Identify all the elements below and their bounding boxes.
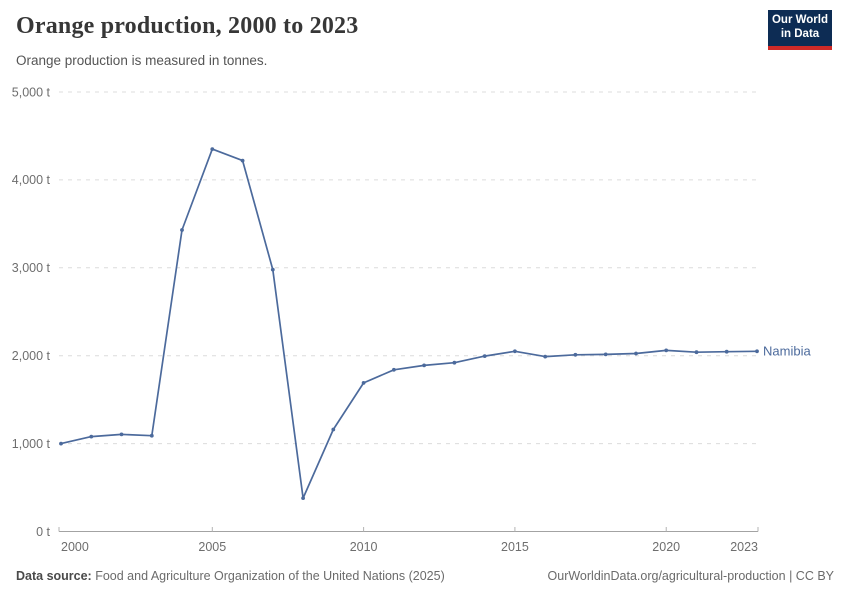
- data-point-2011: [392, 367, 396, 372]
- data-point-2021: [694, 350, 699, 355]
- series-line-namibia: [60, 148, 758, 499]
- data-point-2016: [543, 354, 548, 359]
- y-tick-label: 1,000 t: [12, 437, 51, 451]
- data-point-2022: [724, 349, 729, 354]
- owid-logo-line2: in Data: [780, 28, 820, 40]
- data-point-2012: [422, 363, 426, 368]
- data-point-2002: [119, 432, 124, 437]
- footer-separator: |: [785, 569, 796, 583]
- data-point-2010: [361, 381, 366, 385]
- data-point-2019: [634, 351, 638, 356]
- y-tick-label: 3,000 t: [12, 261, 51, 275]
- y-tick-label: 0 t: [36, 525, 50, 539]
- data-point-2014: [482, 354, 487, 358]
- x-tick-label: 2010: [350, 540, 378, 554]
- data-point-2003: [149, 433, 154, 438]
- y-tick-label: 2,000 t: [12, 349, 51, 363]
- data-point-2020: [664, 348, 669, 353]
- data-point-2007: [270, 267, 275, 272]
- data-point-2013: [452, 360, 457, 365]
- data-source-note: Data source: Food and Agriculture Organi…: [16, 569, 445, 583]
- x-tick-label: 2000: [61, 540, 89, 554]
- chart-title: Orange production, 2000 to 2023: [16, 13, 359, 39]
- data-source-text: Food and Agriculture Organization of the…: [95, 569, 445, 583]
- data-point-2000: [59, 441, 63, 446]
- owid-url[interactable]: OurWorldinData.org/agricultural-producti…: [547, 569, 786, 583]
- series-end-label: Namibia: [763, 344, 811, 359]
- data-point-2006: [240, 158, 245, 163]
- data-point-2004: [180, 228, 184, 232]
- x-tick-label: 2015: [501, 540, 529, 554]
- data-point-2017: [573, 352, 578, 357]
- data-point-2008: [301, 496, 305, 500]
- data-point-2001: [89, 434, 94, 439]
- x-tick-label: 2020: [652, 540, 680, 554]
- x-tick-label: 2023: [730, 540, 758, 554]
- data-source-label: Data source:: [16, 569, 92, 583]
- owid-logo-line1: Our World: [771, 14, 828, 27]
- y-tick-label: 5,000 t: [12, 85, 51, 99]
- chart-subtitle: Orange production is measured in tonnes.: [16, 53, 268, 68]
- x-tick-label: 2005: [198, 540, 226, 554]
- license-label: CC BY: [795, 569, 834, 583]
- data-point-2018: [603, 352, 608, 357]
- data-point-2023: [755, 349, 759, 354]
- footer-attribution: OurWorldinData.org/agricultural-producti…: [548, 569, 834, 583]
- data-point-2009: [331, 427, 336, 432]
- owid-logo[interactable]: Our World in Data: [768, 10, 832, 50]
- data-point-2005: [210, 147, 215, 152]
- data-point-2015: [513, 349, 517, 354]
- y-tick-label: 4,000 t: [12, 173, 51, 187]
